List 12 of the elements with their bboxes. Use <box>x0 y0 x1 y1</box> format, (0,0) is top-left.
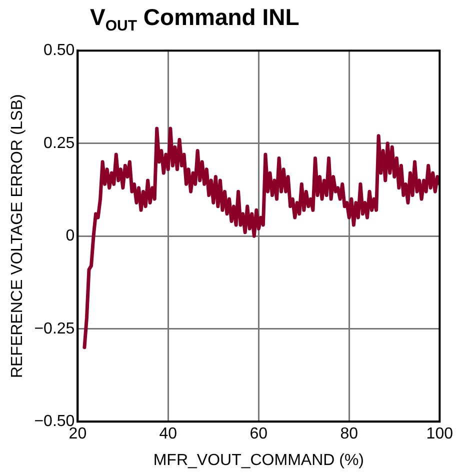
x-tick-label: 20 <box>68 426 87 443</box>
y-tick-label: 0 <box>66 228 75 245</box>
chart-title: V$_{OUT}$ Command INL <box>90 4 300 35</box>
x-tick-label: 60 <box>250 426 268 443</box>
y-tick-label: −0.25 <box>34 320 75 338</box>
x-tick-label: 100 <box>426 426 454 443</box>
y-tick-label: 0.50 <box>44 42 75 60</box>
y-axis-title: REFERENCE VOLTAGE ERROR (LSB) <box>9 94 26 378</box>
x-tick-label: 80 <box>340 426 358 443</box>
x-axis-title: MFR_VOUT_COMMAND (%) <box>153 452 364 469</box>
y-tick-label: 0.25 <box>44 134 75 152</box>
x-tick-label: 40 <box>159 426 178 443</box>
